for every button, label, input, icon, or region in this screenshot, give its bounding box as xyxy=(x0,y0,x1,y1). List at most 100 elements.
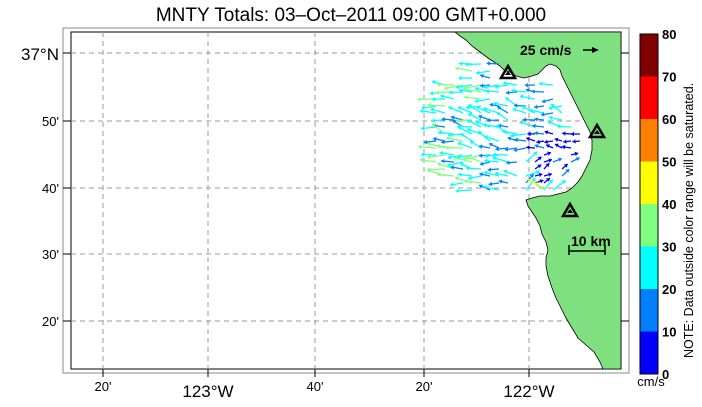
current-vector-head xyxy=(536,139,540,145)
current-vector-head xyxy=(441,139,445,145)
current-vector-head xyxy=(466,119,471,124)
current-vector-head xyxy=(484,158,488,164)
current-vector-head xyxy=(465,105,470,110)
current-vector-head xyxy=(441,158,445,164)
current-vector-head xyxy=(431,118,435,123)
current-vector-head xyxy=(510,133,514,138)
colorbar-segment xyxy=(640,161,658,204)
current-vector-head xyxy=(478,114,483,120)
colorbar-unit: cm/s xyxy=(637,374,665,389)
current-vector-head xyxy=(439,150,444,156)
current-vector-head xyxy=(476,106,481,111)
current-vector-head xyxy=(462,87,467,92)
current-vector-head xyxy=(563,139,567,144)
colorbar-segment xyxy=(640,289,658,332)
current-vector-head xyxy=(419,157,424,163)
current-vector-head xyxy=(470,140,474,145)
current-vector-head xyxy=(479,184,483,189)
current-vector-head xyxy=(488,181,493,187)
map-outer-frame xyxy=(62,27,630,374)
current-vector-head xyxy=(448,132,452,138)
colorbar-tick-label: 0 xyxy=(662,367,669,382)
current-vector-head xyxy=(484,153,488,159)
current-vector-head xyxy=(492,152,496,157)
current-vector-head xyxy=(572,139,576,144)
current-vector-head xyxy=(475,70,480,75)
current-vector-head xyxy=(452,120,457,124)
current-vector-head xyxy=(554,137,559,142)
current-vector-head xyxy=(498,179,503,184)
current-vector-head xyxy=(441,116,445,122)
current-vector-head xyxy=(501,129,506,134)
current-vector-head xyxy=(454,176,459,181)
current-vector-head xyxy=(447,162,451,168)
colorbar-tick-label: 50 xyxy=(662,155,676,170)
current-vector-head xyxy=(479,144,483,149)
current-vector-head xyxy=(483,185,488,190)
current-vector-head xyxy=(513,147,518,153)
colorbar-tick-label: 30 xyxy=(662,240,676,255)
current-vector-head xyxy=(535,170,540,175)
current-vector-head xyxy=(544,130,549,135)
current-vector-head xyxy=(458,172,462,177)
current-vector-head xyxy=(468,175,472,181)
current-vector-head xyxy=(504,147,509,152)
current-vector-head xyxy=(480,73,484,79)
current-vector-head xyxy=(447,155,452,160)
y-tick-label: 37°N xyxy=(21,45,59,64)
current-vector-head xyxy=(545,163,550,168)
current-vector-head xyxy=(437,172,441,177)
current-vector-head xyxy=(448,106,453,111)
current-vector-head xyxy=(450,165,455,170)
current-vector-head xyxy=(475,120,480,125)
current-vector-head xyxy=(456,84,460,90)
current-vector-head xyxy=(528,108,533,113)
current-vector-head xyxy=(457,106,462,111)
current-vector-head xyxy=(535,181,539,186)
current-vector-head xyxy=(493,101,498,106)
current-vector-head xyxy=(423,139,428,145)
x-tick-label: 20' xyxy=(416,379,433,394)
colorbar-segment xyxy=(640,119,658,162)
current-vector-head xyxy=(429,91,434,96)
colorbar-tick-label: 20 xyxy=(662,282,676,297)
current-vector-head xyxy=(448,90,453,95)
current-vector-head xyxy=(479,172,483,177)
current-vector-head xyxy=(474,86,479,92)
current-vector-head xyxy=(417,97,421,102)
current-vector-head xyxy=(558,157,562,162)
colorbar-segment xyxy=(640,331,658,374)
current-vector-head xyxy=(526,145,530,150)
current-vector-head xyxy=(478,131,483,135)
current-vector-head xyxy=(431,123,436,128)
current-vector-head xyxy=(561,144,566,150)
current-vector-head xyxy=(563,163,568,168)
current-vector-head xyxy=(435,90,440,95)
current-vector-head xyxy=(427,141,431,147)
current-vector-head xyxy=(514,137,518,143)
current-vector-head xyxy=(427,102,431,108)
current-vector-head xyxy=(479,83,484,88)
current-vector-head xyxy=(494,84,498,89)
colorbar-tick-label: 70 xyxy=(662,70,676,85)
current-vector-head xyxy=(464,179,468,184)
current-vector-head xyxy=(455,66,459,71)
current-vector-head xyxy=(418,144,422,150)
current-vector-head xyxy=(521,105,526,110)
colorbar-segment xyxy=(640,246,658,289)
current-vector-head xyxy=(440,94,444,99)
current-vector-head xyxy=(519,120,524,125)
colorbar-segment xyxy=(640,76,658,119)
current-vector-head xyxy=(446,136,450,141)
current-vector-head xyxy=(489,102,494,108)
current-vector-head xyxy=(524,82,529,88)
current-vector-head xyxy=(507,136,512,141)
current-vector-head xyxy=(483,122,487,128)
current-vector-head xyxy=(436,144,441,149)
current-vector-head xyxy=(487,118,491,123)
current-vector-head xyxy=(506,160,510,165)
current-vector-head xyxy=(483,84,488,90)
current-vector-head xyxy=(555,143,559,148)
current-vector-head xyxy=(541,185,545,190)
current-vector-head xyxy=(457,141,462,146)
